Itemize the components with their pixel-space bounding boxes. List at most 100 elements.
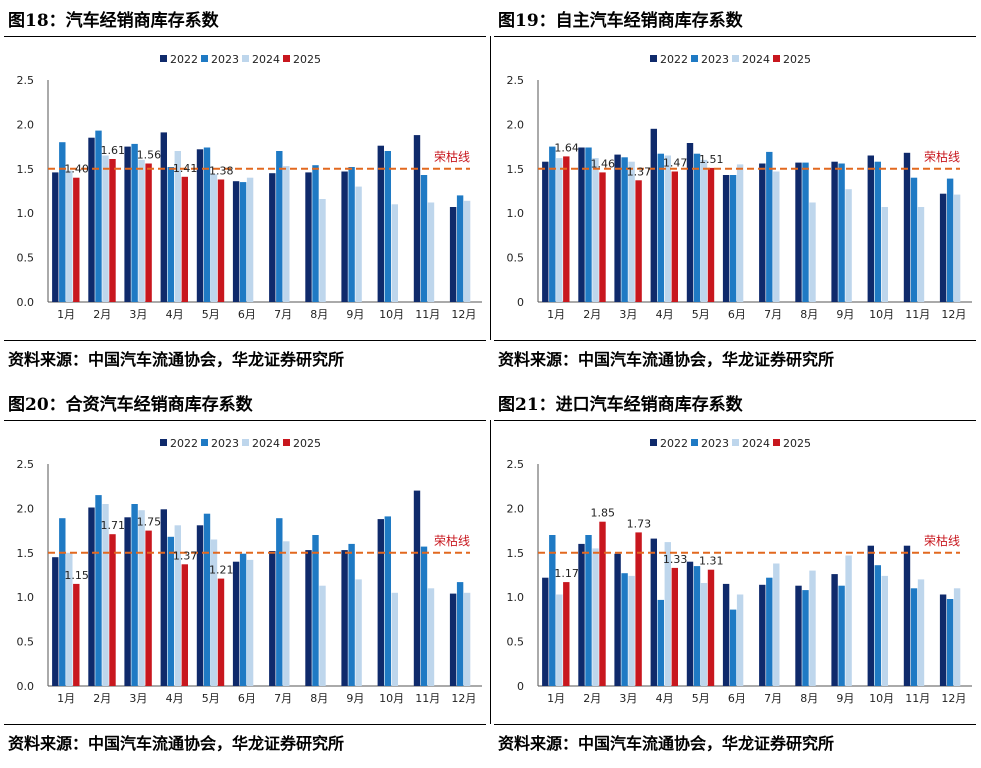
x-tick-label: 4月	[656, 692, 674, 705]
bar-2025	[109, 159, 116, 302]
legend-label: 2023	[701, 53, 729, 66]
x-tick-label: 6月	[238, 692, 256, 705]
y-tick-label: 2.0	[507, 502, 525, 515]
bar-2022	[867, 155, 874, 302]
legend-swatch	[773, 439, 780, 446]
x-tick-label: 6月	[238, 308, 256, 321]
bar-2023	[167, 167, 174, 302]
x-tick-label: 6月	[728, 308, 746, 321]
legend-swatch	[773, 55, 780, 62]
bar-chart-fig21: 0 0.5 1.0 1.5 2.0 2.5 荣枯线 1.17 1.85 1.73 1.33 1.31 1…	[507, 437, 972, 705]
bar-2024	[210, 174, 218, 302]
bar-2022	[88, 137, 95, 302]
legend-label: 2025	[783, 437, 811, 450]
bar-chart-fig18: 0.0 0.5 1.0 1.5 2.0 2.5 荣枯线 1.40 1.61 1.56 1.41 1.3…	[17, 53, 482, 321]
x-tick-label: 1月	[57, 692, 75, 705]
data-label: 1.21	[209, 564, 234, 577]
bar-2025	[635, 180, 642, 302]
bar-2024	[664, 542, 671, 686]
bar-2023	[838, 585, 845, 686]
x-tick-label: 10月	[869, 308, 894, 321]
bar-2024	[463, 200, 471, 302]
title-rule	[494, 420, 976, 421]
bar-2022	[341, 550, 348, 686]
bar-2023	[621, 157, 628, 302]
y-tick-label: 1.0	[507, 591, 525, 604]
source-rule	[494, 724, 976, 725]
x-tick-label: 8月	[800, 308, 818, 321]
bar-2025	[563, 156, 570, 302]
legend-label: 2024	[742, 437, 770, 450]
x-tick-label: 8月	[310, 692, 328, 705]
data-label: 1.15	[64, 569, 89, 582]
x-tick-label: 1月	[547, 692, 565, 705]
legend-label: 2023	[701, 437, 729, 450]
bar-2025	[73, 583, 80, 686]
legend-swatch	[650, 55, 657, 62]
bar-2022	[939, 193, 947, 302]
x-tick-label: 10月	[379, 692, 404, 705]
legend-label: 2022	[170, 437, 198, 450]
legend-swatch	[160, 439, 167, 446]
bar-2023	[946, 599, 954, 686]
bar-2024	[174, 525, 181, 686]
bar-2022	[686, 561, 694, 686]
y-tick-label: 0	[517, 296, 524, 309]
chart-title: 图19：自主汽车经销商库存系数	[498, 11, 743, 31]
legend-swatch	[650, 439, 657, 446]
vertical-separator-top	[490, 36, 491, 340]
bar-2023	[95, 495, 102, 686]
bar-2025	[599, 172, 606, 302]
y-tick-label: 1.5	[507, 163, 525, 176]
y-tick-label: 1.0	[507, 207, 525, 220]
x-tick-label: 10月	[869, 692, 894, 705]
x-tick-label: 1月	[547, 308, 565, 321]
bar-2022	[831, 574, 838, 686]
chart-panel-fig18: 图18：汽车经销商库存系数 0.0 0.5 1.0 1.5 2.0 2.5 荣枯线 1.40 1…	[0, 0, 490, 384]
legend-swatch	[732, 55, 739, 62]
source-note: 资料来源：中国汽车流通协会，华龙证券研究所	[8, 350, 345, 369]
bar-2024	[355, 186, 362, 302]
y-tick-label: 0.0	[17, 680, 35, 693]
x-tick-label: 5月	[202, 308, 220, 321]
data-label: 1.71	[101, 519, 126, 532]
y-tick-label: 2.5	[17, 458, 35, 471]
x-tick-label: 2月	[93, 308, 111, 321]
vertical-separator-bottom	[490, 420, 491, 724]
chart-title: 图18：汽车经销商库存系数	[8, 11, 219, 31]
bar-2024	[319, 585, 326, 686]
bar-2023	[693, 153, 701, 302]
data-label: 1.56	[137, 149, 162, 162]
bar-2024	[700, 159, 708, 302]
bar-2023	[167, 536, 174, 686]
x-tick-label: 7月	[274, 308, 292, 321]
reference-line-label: 荣枯线	[434, 149, 470, 164]
bar-2023	[239, 553, 247, 686]
data-label: 1.37	[627, 165, 652, 178]
bar-2023	[312, 165, 319, 302]
data-label: 1.51	[699, 153, 724, 166]
source-rule	[4, 340, 486, 341]
reference-line-label: 荣枯线	[924, 149, 960, 164]
bar-2022	[124, 146, 131, 302]
bar-2022	[939, 594, 947, 686]
y-tick-label: 2.0	[507, 118, 525, 131]
bar-2024	[427, 588, 435, 686]
bar-2022	[578, 543, 585, 686]
bar-2024	[66, 170, 73, 302]
bar-2023	[456, 195, 464, 302]
y-tick-label: 1.5	[17, 163, 35, 176]
data-label: 1.37	[173, 549, 198, 562]
y-tick-label: 0.5	[507, 636, 525, 649]
x-tick-label: 12月	[451, 692, 476, 705]
x-tick-label: 4月	[656, 308, 674, 321]
bar-2023	[348, 167, 355, 302]
bar-2025	[73, 177, 80, 302]
bar-2024	[66, 552, 73, 686]
bar-2023	[203, 147, 211, 302]
bar-2024	[138, 510, 145, 686]
data-label: 1.47	[663, 157, 688, 170]
bar-2023	[276, 151, 283, 302]
bar-2023	[766, 577, 773, 686]
bar-2024	[427, 202, 435, 302]
